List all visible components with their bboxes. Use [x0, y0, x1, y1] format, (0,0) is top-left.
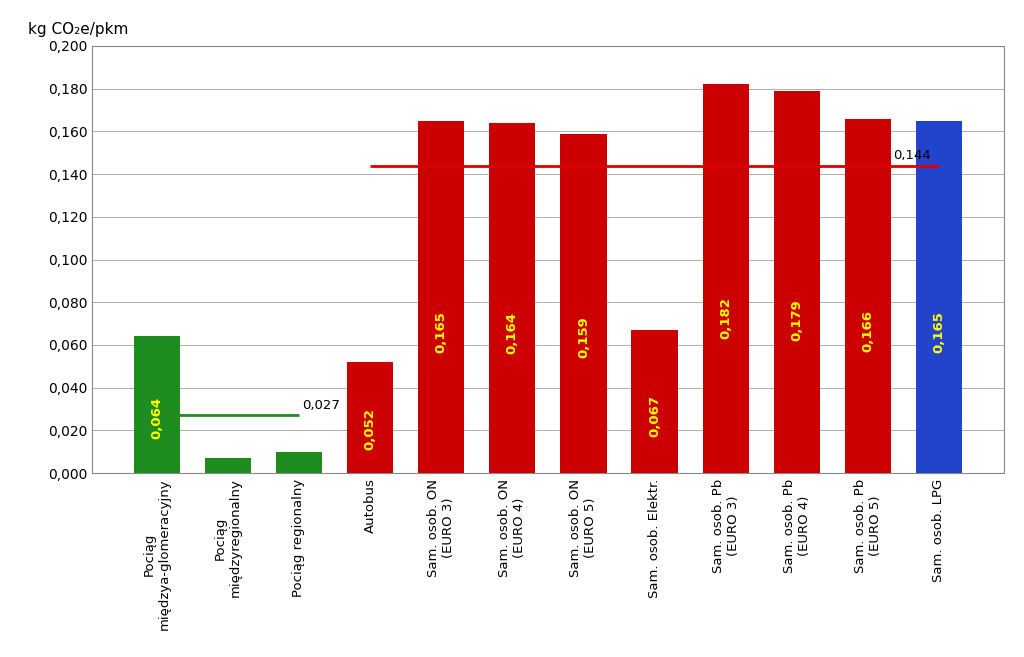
Text: 0,165: 0,165	[933, 311, 945, 353]
Text: 0,067: 0,067	[648, 395, 662, 437]
Text: 0,165: 0,165	[434, 311, 447, 353]
Bar	[632, 330, 678, 473]
Text: 0,064: 0,064	[151, 397, 163, 440]
Text: 0,144: 0,144	[893, 149, 931, 162]
Text: 0,166: 0,166	[861, 310, 874, 352]
Bar	[845, 118, 891, 473]
Bar	[275, 452, 322, 473]
Bar	[915, 121, 963, 473]
Text: 0,159: 0,159	[577, 317, 590, 358]
Bar	[347, 362, 393, 473]
Bar	[702, 84, 749, 473]
Text: 0,179: 0,179	[791, 300, 803, 341]
Text: 0,182: 0,182	[719, 297, 732, 338]
Bar	[489, 123, 536, 473]
Text: 0,027: 0,027	[302, 399, 340, 412]
Bar	[560, 133, 606, 473]
Bar	[205, 458, 251, 473]
Bar	[418, 121, 464, 473]
Text: kg CO₂e/pkm: kg CO₂e/pkm	[29, 22, 129, 37]
Text: 0,052: 0,052	[364, 408, 377, 449]
Bar	[774, 91, 820, 473]
Bar	[133, 336, 180, 473]
Text: 0,164: 0,164	[506, 312, 519, 354]
